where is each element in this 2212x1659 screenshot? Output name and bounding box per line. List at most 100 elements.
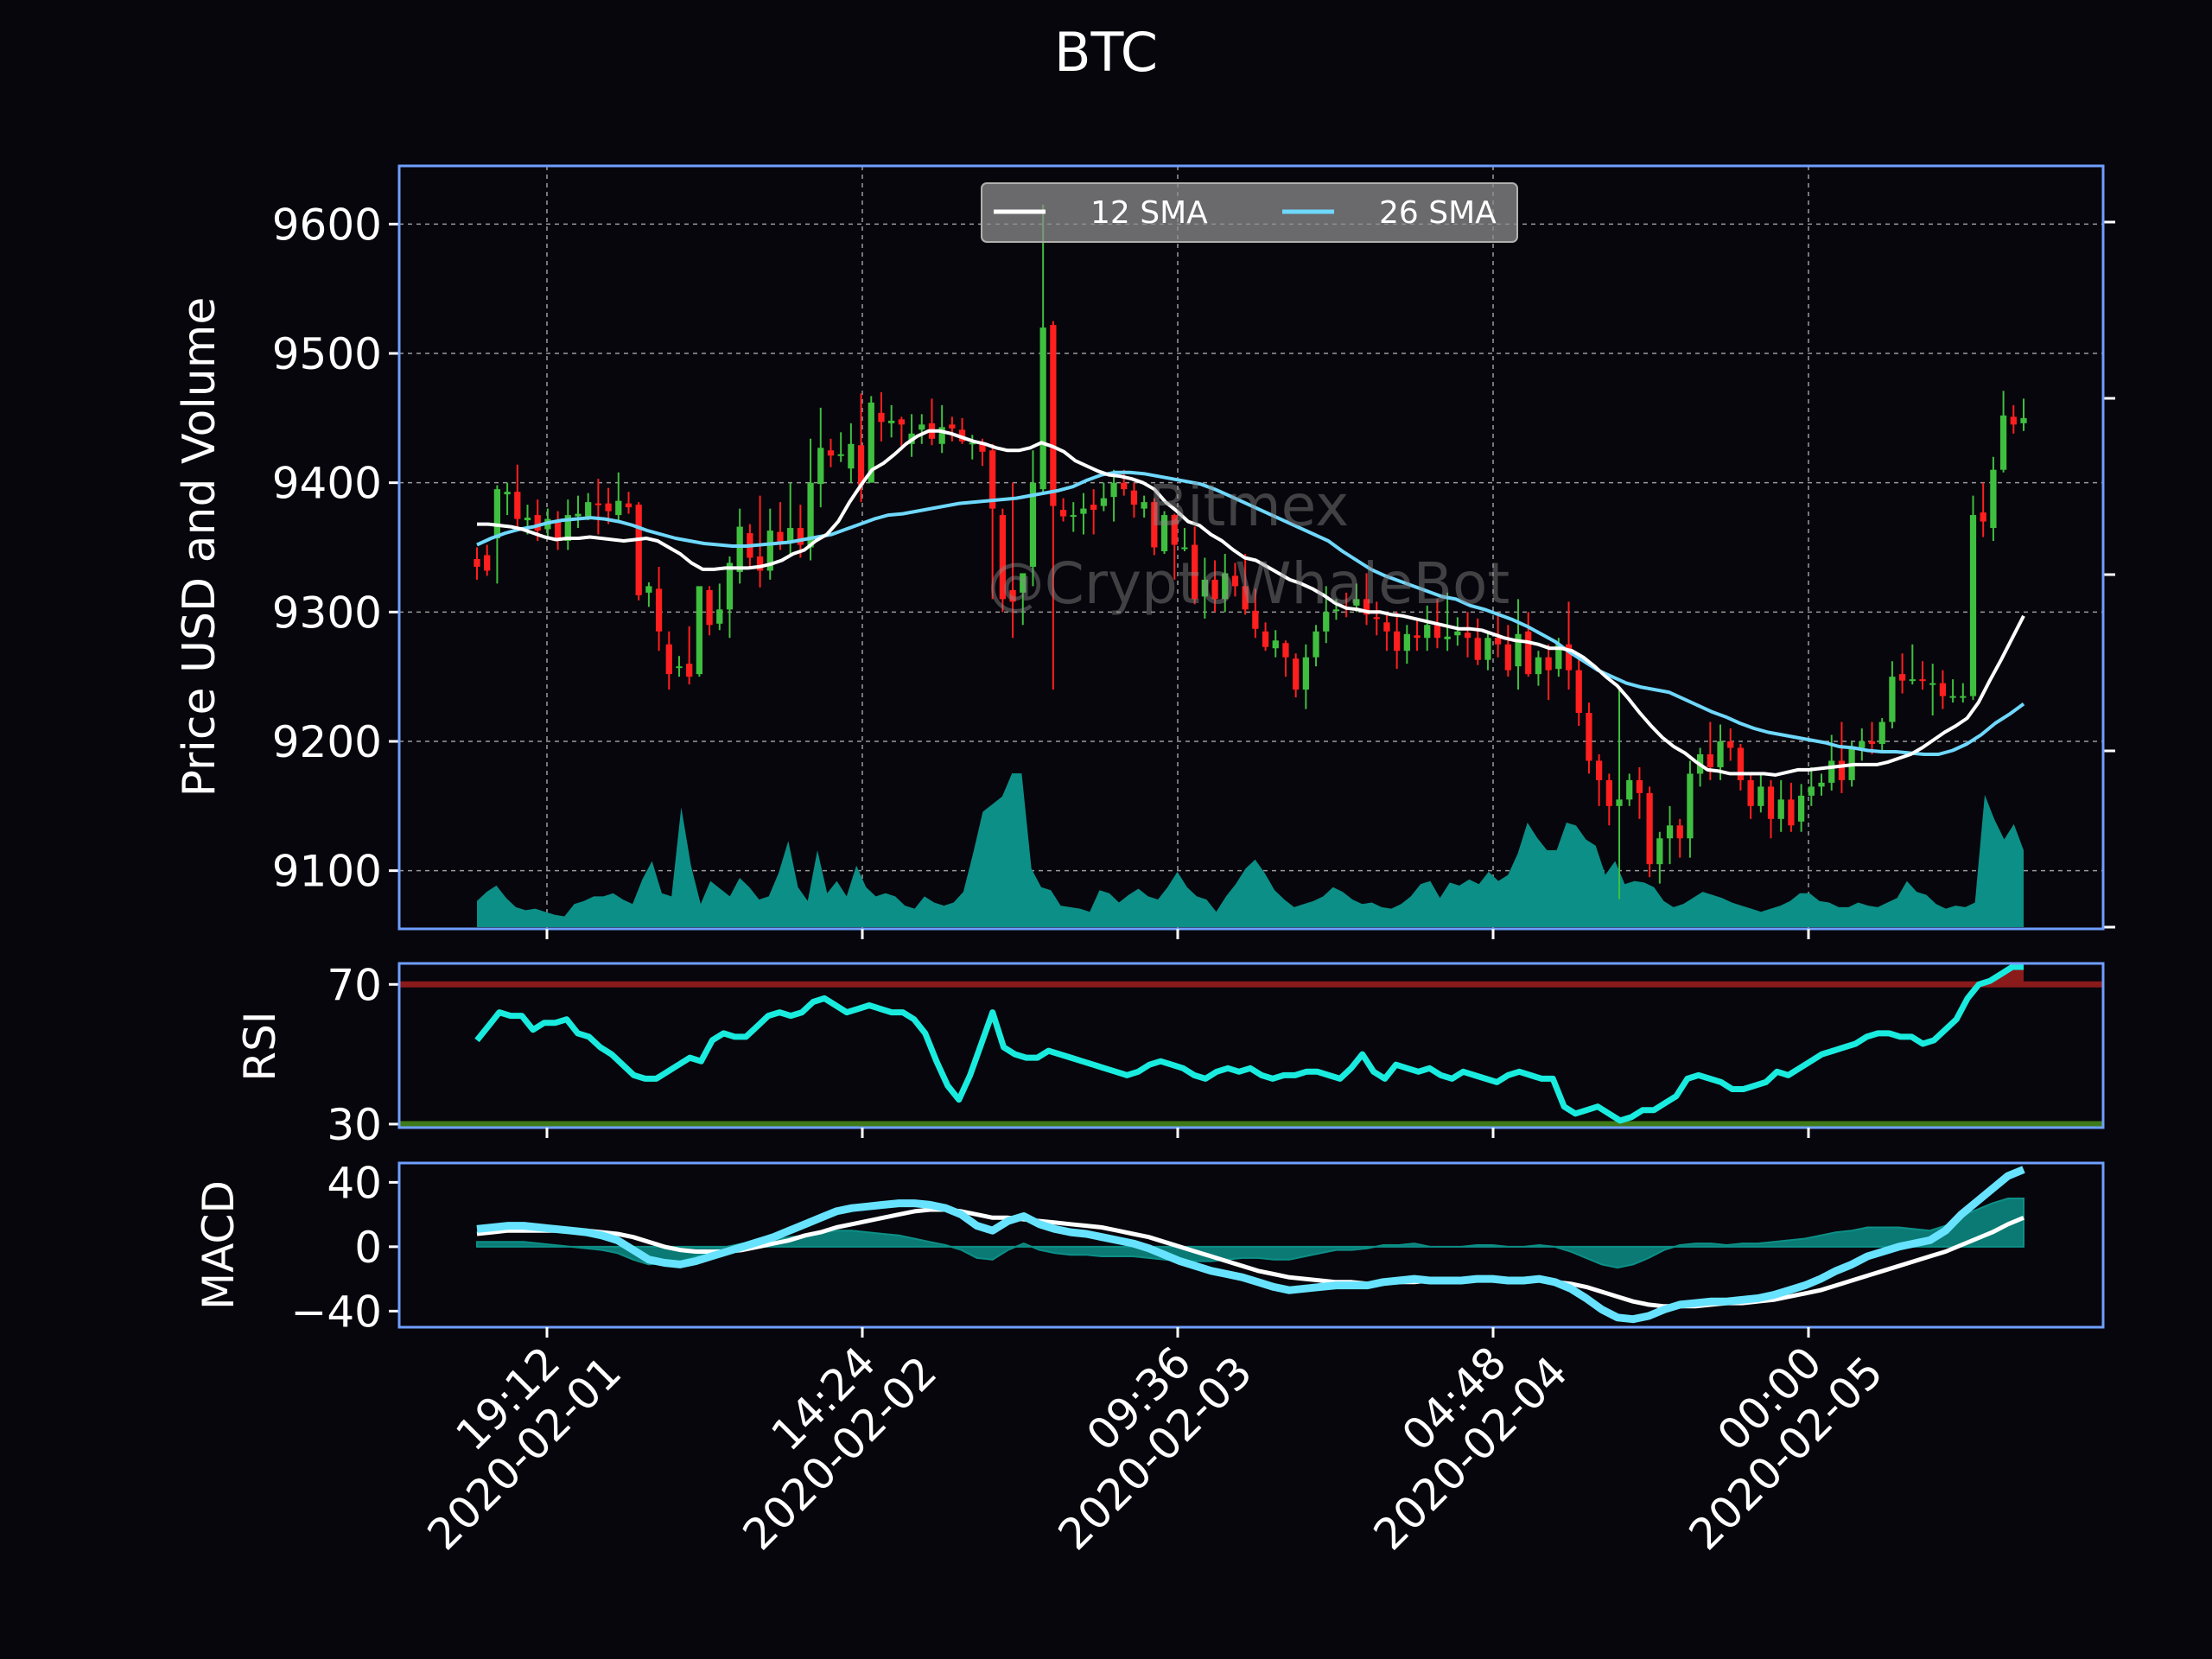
candle-body (605, 503, 612, 512)
candle-body (585, 502, 592, 517)
candle-down (594, 479, 602, 535)
candle-body (1020, 573, 1027, 593)
candle-body (1029, 482, 1037, 567)
candle-body (504, 492, 511, 495)
candle-up (575, 495, 582, 529)
candle-body (1980, 512, 1986, 522)
candle-down (1727, 728, 1734, 761)
candle-down (1747, 773, 1754, 819)
candle-up (1110, 469, 1117, 522)
candle-body (1414, 635, 1421, 639)
chart-title: BTC (1054, 21, 1158, 84)
macd-histogram-area (476, 1198, 2024, 1269)
candle-body (1859, 741, 1866, 748)
candle-down (1090, 489, 1097, 535)
candle-body (1211, 579, 1218, 600)
candle-body (1293, 658, 1300, 690)
candle-down (1605, 773, 1612, 826)
candle-body (493, 489, 501, 539)
candle-up (918, 414, 925, 444)
candle-body (1949, 696, 1956, 698)
watermark: Bitmex @CryptoWhaleBot (988, 473, 1510, 617)
price-tick-label: 9400 (272, 459, 382, 509)
candle-down (514, 464, 521, 529)
candle-body (938, 427, 945, 444)
candle-body (1444, 636, 1451, 639)
candle-body (1707, 753, 1713, 767)
candle-body (696, 586, 703, 675)
candle-up (1313, 625, 1319, 667)
candle-body (524, 518, 531, 521)
candle-down (1980, 482, 1986, 537)
candle-body (1808, 786, 1815, 796)
price-tick-label: 9200 (272, 717, 382, 767)
candle-up (1758, 773, 1764, 813)
candle-up (1444, 592, 1451, 652)
legend: 12 SMA 26 SMA (981, 182, 1518, 243)
candle-body (787, 528, 794, 543)
candle-down (1575, 657, 1582, 727)
candle-body (534, 515, 541, 531)
price-tick-label: 9600 (272, 200, 382, 250)
candle-body (898, 419, 905, 425)
price-tick-label: 9300 (272, 588, 382, 638)
candle-up (676, 656, 683, 677)
candle-body (1121, 482, 1128, 490)
candle-up (1616, 690, 1623, 899)
macd-panel: −40 0 40 MACD (194, 1158, 2105, 1337)
candle-down (1373, 601, 1380, 636)
candle-down (1464, 612, 1471, 658)
candle-body (1605, 779, 1612, 806)
candle-body (1100, 498, 1107, 506)
candle-body (1222, 573, 1229, 600)
candle-up (888, 404, 895, 438)
candle-down (1586, 702, 1592, 774)
candle-body (1616, 799, 1623, 806)
candle-body (857, 445, 865, 486)
candle-body (1373, 617, 1380, 620)
candle-body (1747, 779, 1754, 806)
candle-down (989, 443, 996, 600)
candle-up (1929, 664, 1936, 716)
candle-up (1687, 760, 1694, 858)
candle-body (1009, 589, 1016, 602)
candle-body (766, 531, 773, 571)
candle-body (1262, 631, 1269, 647)
candle-up (1070, 502, 1077, 532)
volume-area-path (477, 773, 2024, 927)
candle-body (1130, 490, 1138, 505)
macd-tick-label: 0 (354, 1223, 382, 1273)
candle-body (1535, 657, 1542, 675)
candle-body (1767, 786, 1775, 819)
candle-body (1171, 515, 1178, 545)
candle-body (1110, 482, 1117, 498)
candle-body (594, 503, 602, 505)
candle-body (797, 528, 804, 545)
candle-body (484, 555, 491, 571)
candle-body (2020, 417, 2027, 423)
candle-up (1535, 651, 1542, 686)
candle-down (1242, 553, 1249, 615)
candle-body (1141, 502, 1147, 509)
candle-body (1676, 825, 1683, 839)
candle-up (1656, 831, 1663, 884)
candle-body (1484, 638, 1491, 660)
candle-body (1282, 643, 1289, 658)
candle-down (1171, 513, 1178, 580)
candle-up (1141, 495, 1147, 518)
candle-body (1201, 579, 1208, 597)
candle-body (1039, 327, 1046, 490)
candle-down (878, 391, 885, 442)
candle-body (1059, 510, 1067, 517)
candle-down (1009, 482, 1016, 639)
candle-down (1565, 601, 1573, 690)
candle-up (1969, 495, 1977, 701)
candle-down (898, 416, 905, 451)
candle-body (1050, 325, 1057, 506)
price-frame (397, 164, 2105, 931)
price-y-label: Price USD and Volume (174, 297, 226, 798)
candle-down (999, 508, 1006, 613)
candle-up (615, 472, 622, 522)
candle-down (2010, 404, 2017, 434)
candle-down (1676, 818, 1683, 858)
